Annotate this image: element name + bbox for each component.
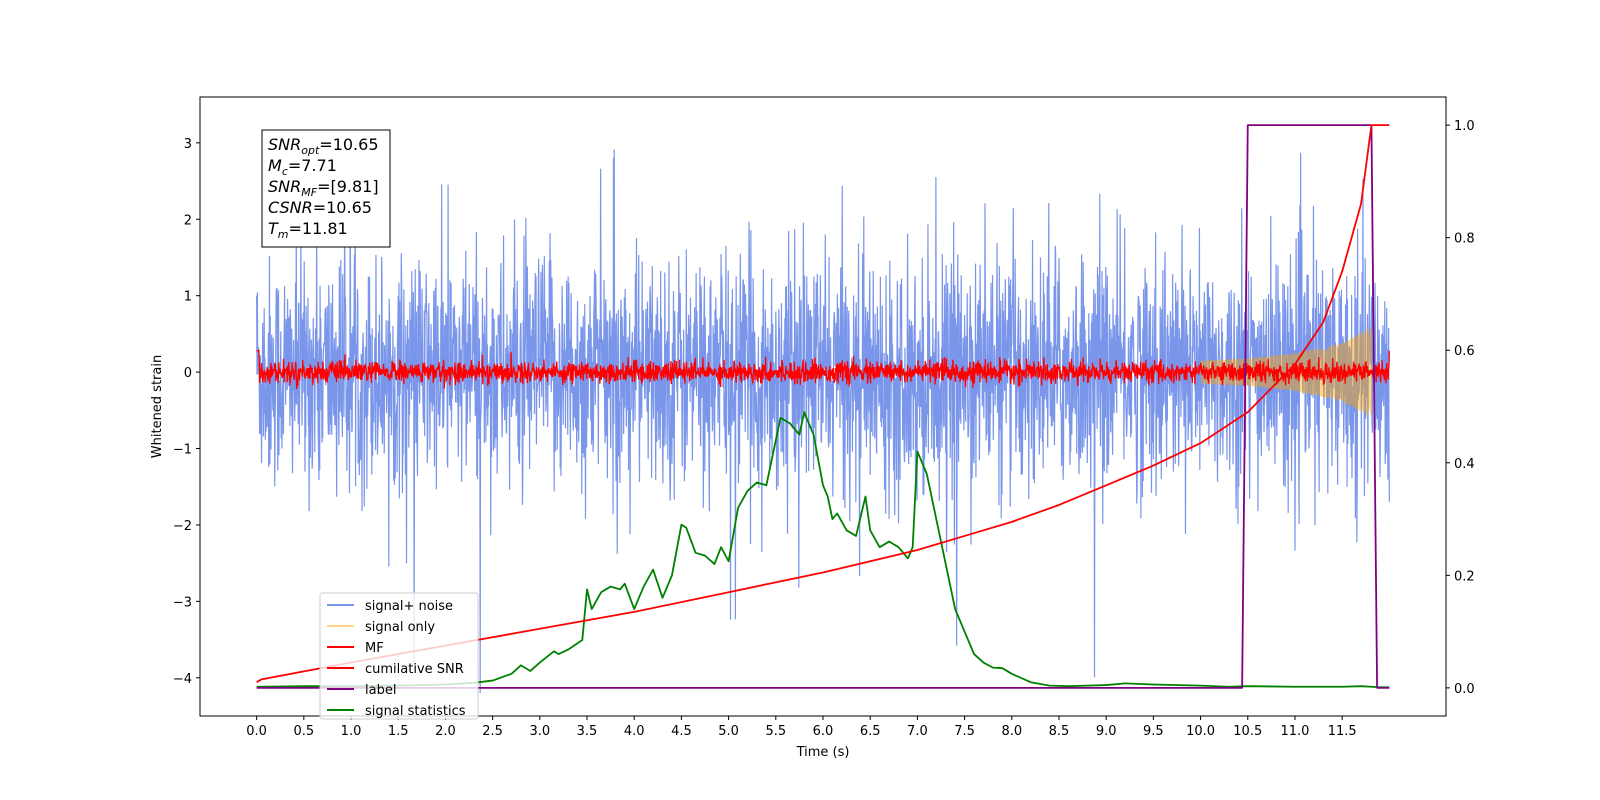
x-tick-label: 11.5 [1328, 724, 1357, 739]
info-value: =10.65 [313, 198, 372, 217]
x-tick-label: 6.0 [813, 724, 834, 739]
y-left-tick-label: −3 [173, 595, 192, 610]
plot-area [256, 124, 1391, 694]
legend-frame [319, 592, 479, 720]
series-signal-noise [256, 131, 1390, 694]
x-tick-label: 9.5 [1143, 724, 1164, 739]
info-symbol: SNR [268, 177, 301, 196]
y-left-tick-label: −1 [173, 443, 192, 458]
x-tick-label: 8.0 [1001, 724, 1022, 739]
y-left-tick-label: 0 [184, 366, 192, 381]
x-tick-label: 1.5 [388, 724, 409, 739]
x-tick-label: 10.5 [1233, 724, 1262, 739]
x-tick-label: 3.0 [529, 724, 550, 739]
y-right-tick-label: 0.4 [1454, 457, 1475, 472]
x-tick-label: 4.0 [624, 724, 645, 739]
y-right-tick-label: 0.8 [1454, 232, 1475, 247]
y-left-tick-label: −4 [173, 672, 192, 687]
axes: 0.0 0.5 1.0 1.5 2.0 2.5 3.0 3.5 4.0 4.5 5.0 5.5 6.0 6… [150, 119, 1475, 760]
y-left-tick-label: 1 [184, 290, 192, 305]
info-box-line: SNRMF=[9.81] [268, 177, 379, 199]
info-subscript: opt [301, 144, 320, 157]
y-right-tick-label: 0.0 [1454, 682, 1475, 697]
y-left-tick-label: −2 [173, 519, 192, 534]
info-value: =[9.81] [317, 177, 379, 196]
x-tick-label: 2.0 [435, 724, 456, 739]
series-signal-only [1199, 328, 1373, 416]
series-mf [256, 350, 1391, 389]
y-right-tick-label: 1.0 [1454, 119, 1475, 134]
series-cumulative-snr [256, 124, 1390, 684]
x-tick-label: 7.0 [907, 724, 928, 739]
info-box-line: CSNR=10.65 [268, 198, 372, 217]
legend-label: signal+ noise [365, 599, 453, 614]
info-subscript: c [282, 165, 288, 178]
info-box: SNRopt=10.65Mc=7.71SNRMF=[9.81]CSNR=10.6… [261, 129, 391, 248]
info-box-line: SNRopt=10.65 [268, 135, 379, 157]
info-value: =10.65 [319, 135, 378, 154]
legend-label: signal only [365, 620, 435, 635]
series-signal-statistics [256, 411, 1390, 689]
info-box-line: Tm=11.81 [268, 219, 348, 241]
legend-label: label [365, 683, 396, 698]
x-tick-label: 4.5 [671, 724, 692, 739]
x-tick-label: 3.5 [577, 724, 598, 739]
x-tick-label: 5.0 [718, 724, 739, 739]
info-symbol: SNR [268, 135, 301, 154]
x-tick-label: 1.0 [341, 724, 362, 739]
x-axis-label: Time (s) [796, 745, 850, 760]
x-tick-label: 0.5 [293, 724, 314, 739]
x-tick-label: 11.0 [1280, 724, 1309, 739]
x-tick-label: 6.5 [860, 724, 881, 739]
info-subscript: m [278, 228, 289, 241]
legend: signal+ noise signal only MF cumilative SNR… [319, 592, 479, 720]
x-tick-label: 2.5 [482, 724, 503, 739]
series-label [256, 124, 1390, 689]
y-left-tick-label: 2 [184, 213, 192, 228]
y-axis-label: Whitened strain [150, 355, 165, 458]
info-symbol: M [268, 156, 282, 175]
y-right-tick-label: 0.2 [1454, 569, 1475, 584]
info-value: =7.71 [288, 156, 337, 175]
legend-label: signal statistics [365, 704, 466, 719]
legend-label: MF [365, 641, 384, 656]
x-tick-label: 9.0 [1096, 724, 1117, 739]
x-tick-label: 0.0 [246, 724, 267, 739]
info-symbol: CSNR [268, 198, 313, 217]
y-left-tick-label: 3 [184, 137, 192, 152]
info-value: =11.81 [289, 219, 348, 238]
info-box-frame [261, 129, 391, 248]
legend-label: cumilative SNR [365, 662, 464, 677]
info-subscript: MF [301, 186, 317, 199]
info-box-line: Mc=7.71 [268, 156, 337, 178]
y-right-tick-label: 0.6 [1454, 344, 1475, 359]
x-tick-label: 7.5 [954, 724, 975, 739]
info-symbol: T [268, 219, 279, 238]
x-tick-label: 8.5 [1049, 724, 1070, 739]
x-tick-label: 5.5 [765, 724, 786, 739]
x-tick-label: 10.0 [1186, 724, 1215, 739]
